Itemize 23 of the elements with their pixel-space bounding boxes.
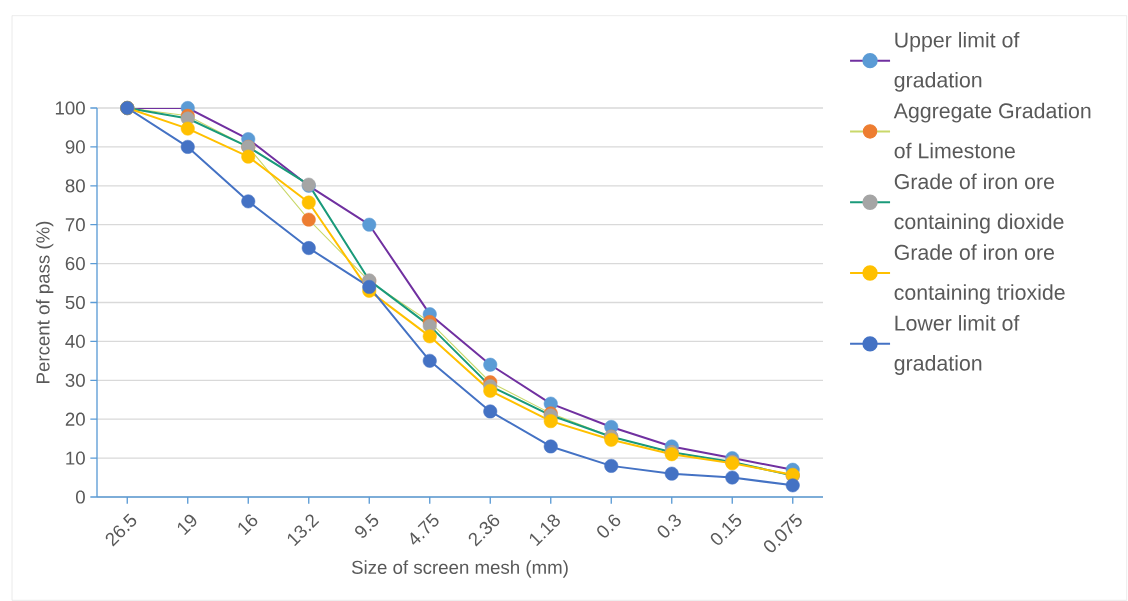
y-tick-label: 20 xyxy=(65,412,85,426)
y-tick-label: 80 xyxy=(65,179,85,193)
y-tick-label: 0 xyxy=(75,490,85,504)
y-tick-label: 50 xyxy=(65,295,85,310)
y-tick-label: 90 xyxy=(65,140,85,154)
y-tick-label: 30 xyxy=(65,373,85,387)
x-axis-title: Size of screen mesh (mm) xyxy=(351,560,568,578)
legend-label: Grade of iron ore containing dioxide xyxy=(894,173,1064,234)
x-tick-label: 0.3 xyxy=(657,514,681,538)
y-tick-label: 70 xyxy=(65,218,85,232)
y-axis-title: Percent of pass (%) xyxy=(35,221,54,383)
y-tick-label: 60 xyxy=(65,256,85,271)
x-tick-label: 0.6 xyxy=(597,514,621,538)
x-tick-label: 19 xyxy=(177,514,197,536)
legend-label: Lower limit of gradation xyxy=(894,315,1020,375)
y-tick-label: 100 xyxy=(55,101,85,115)
x-tick-label: 9.5 xyxy=(355,513,379,538)
y-tick-label: 10 xyxy=(66,451,85,465)
x-tick-label: 16 xyxy=(238,514,258,536)
y-tick-label: 40 xyxy=(65,334,85,349)
legend-label: Grade of iron ore containing trioxide xyxy=(894,244,1065,305)
legend-label: Upper limit of gradation xyxy=(894,31,1020,92)
legend-label: Aggregate Gradation of Limestone xyxy=(893,102,1091,159)
